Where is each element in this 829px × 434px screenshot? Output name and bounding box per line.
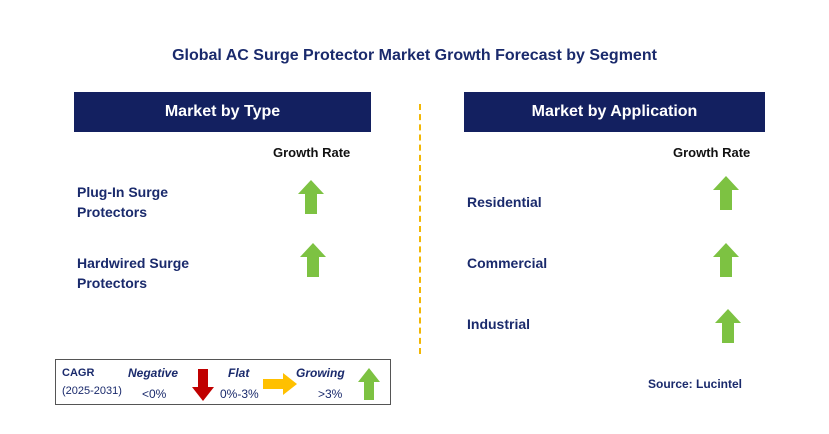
application-growth-rate-label: Growth Rate	[673, 145, 751, 160]
type-row-label-line2: Protectors	[77, 204, 148, 220]
source-label: Source: Lucintel	[648, 377, 743, 391]
legend-flat-label: Flat	[228, 366, 250, 380]
application-row-industrial: Industrial	[467, 316, 531, 332]
growing-arrow-icon	[298, 180, 324, 214]
growing-arrow-icon	[715, 309, 741, 343]
legend-growing-value: >3%	[318, 387, 343, 401]
application-row-commercial: Commercial	[467, 255, 548, 271]
growing-arrow-icon	[300, 243, 326, 277]
type-row-label-line1: Hardwired Surge	[77, 255, 190, 271]
type-row-hardwired: Hardwired Surge Protectors	[77, 253, 189, 293]
market-by-type-header: Market by Type	[74, 92, 371, 132]
type-row-label-line2: Protectors	[77, 275, 148, 291]
type-row-plug-in: Plug-In Surge Protectors	[77, 182, 168, 222]
legend-cagr-label: CAGR	[62, 367, 95, 379]
growing-arrow-icon	[713, 243, 739, 277]
growing-arrow-icon	[358, 368, 380, 400]
legend-years-label: (2025-2031)	[62, 385, 122, 397]
chart-title: Global AC Surge Protector Market Growth …	[172, 47, 657, 64]
negative-arrow-icon	[192, 369, 214, 401]
legend-flat-value: 0%-3%	[220, 387, 259, 401]
legend-negative-label: Negative	[128, 366, 179, 380]
application-row-residential: Residential	[467, 194, 542, 210]
legend-negative-value: <0%	[142, 387, 167, 401]
flat-arrow-icon	[263, 373, 297, 395]
market-by-application-header: Market by Application	[464, 92, 765, 132]
panel-divider	[419, 104, 421, 354]
cagr-legend: CAGR (2025-2031) Negative <0% Flat 0%-3%…	[55, 359, 391, 405]
legend-growing-label: Growing	[296, 366, 345, 380]
type-growth-rate-label: Growth Rate	[273, 145, 351, 160]
growing-arrow-icon	[713, 176, 739, 210]
type-row-label-line1: Plug-In Surge	[77, 184, 168, 200]
